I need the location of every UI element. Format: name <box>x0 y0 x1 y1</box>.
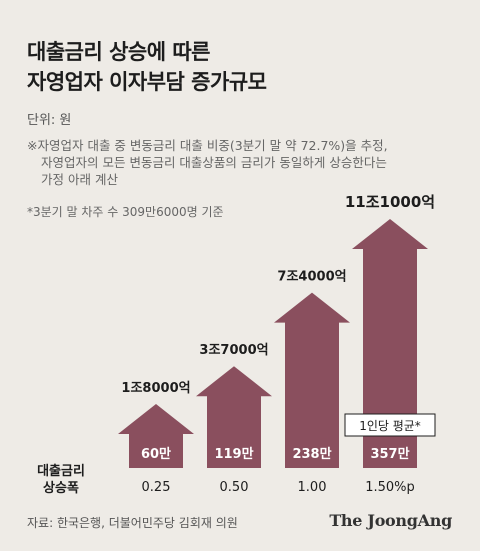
per-person-label-2: 119만 <box>214 446 253 462</box>
callout-text: 1인당 평균* <box>359 419 421 433</box>
callout-box <box>344 413 436 437</box>
arrow-bar-4 <box>352 219 428 468</box>
row-label-line-2: 상승폭 <box>43 481 79 496</box>
total-label-1: 1조8000억 <box>121 381 190 396</box>
base-note: *3분기 말 차주 수 309만6000명 기준 <box>27 205 224 219</box>
category-label-4: 1.50%p <box>365 480 415 495</box>
arrow-bar-1 <box>118 404 194 468</box>
unit-label: 단위: 원 <box>27 113 72 128</box>
total-label-4: 11조1000억 <box>345 193 435 211</box>
chart-title-line-1: 대출금리 상승에 따른 <box>27 40 211 64</box>
chart-title-line-2: 자영업자 이자부담 증가규모 <box>27 70 267 94</box>
per-person-label-1: 60만 <box>141 446 171 462</box>
source-note: 자료: 한국은행, 더불어민주당 김회재 의원 <box>27 516 238 530</box>
arrow-bar-3 <box>274 292 350 468</box>
row-label-line-1: 대출금리 <box>37 464 85 479</box>
note-line-2: 자영업자의 모든 변동금리 대출상품의 금리가 동일하게 상승한다는 <box>41 155 387 170</box>
total-label-3: 7조4000억 <box>277 270 346 285</box>
per-person-label-3: 238만 <box>292 446 331 462</box>
note-line-1: ※자영업자 대출 중 변동금리 대출 비중(3분기 말 약 72.7%)을 추정… <box>27 138 388 153</box>
category-label-3: 1.00 <box>298 480 327 495</box>
note-line-3: 가정 아래 계산 <box>41 172 118 187</box>
category-label-2: 0.50 <box>220 480 249 495</box>
total-label-2: 3조7000억 <box>199 343 268 358</box>
per-person-label-4: 357만 <box>370 446 409 462</box>
publisher-logo: The JoongAng <box>329 511 452 530</box>
category-label-1: 0.25 <box>142 480 171 495</box>
methodology-note: ※자영업자 대출 중 변동금리 대출 비중(3분기 말 약 72.7%)을 추정… <box>27 137 467 188</box>
per-person-callout: 1인당 평균* <box>344 413 436 437</box>
arrow-bar-2 <box>196 366 272 468</box>
